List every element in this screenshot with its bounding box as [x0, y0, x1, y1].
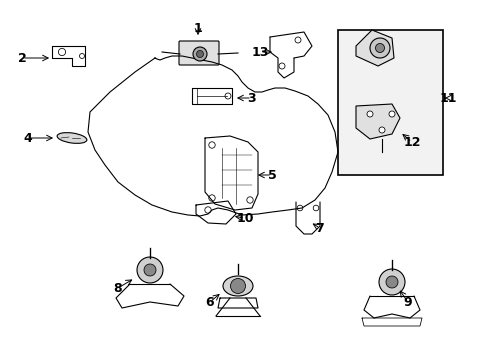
Circle shape	[378, 269, 404, 295]
Text: 3: 3	[247, 91, 256, 104]
Circle shape	[204, 207, 211, 213]
Text: 9: 9	[403, 296, 411, 309]
Bar	[337, 30, 442, 175]
Circle shape	[388, 111, 394, 117]
Text: 5: 5	[267, 168, 276, 181]
Text: 11: 11	[438, 91, 456, 104]
FancyBboxPatch shape	[179, 41, 219, 65]
Text: 4: 4	[23, 131, 32, 144]
Circle shape	[58, 48, 65, 55]
Ellipse shape	[57, 132, 87, 143]
Circle shape	[143, 264, 156, 276]
Text: 1: 1	[193, 22, 202, 35]
Polygon shape	[355, 30, 393, 66]
Text: 2: 2	[18, 51, 26, 64]
Circle shape	[375, 44, 384, 53]
Circle shape	[246, 197, 253, 203]
Circle shape	[137, 257, 163, 283]
Circle shape	[369, 38, 389, 58]
Circle shape	[224, 93, 230, 99]
Ellipse shape	[223, 276, 252, 296]
Circle shape	[312, 205, 318, 211]
Circle shape	[279, 63, 285, 69]
Circle shape	[385, 276, 397, 288]
Circle shape	[196, 50, 203, 58]
Circle shape	[80, 54, 84, 59]
Text: 7: 7	[315, 221, 324, 234]
Circle shape	[230, 279, 245, 293]
Text: 6: 6	[205, 296, 214, 309]
Circle shape	[297, 205, 302, 211]
Circle shape	[366, 111, 372, 117]
Text: 13: 13	[251, 45, 268, 59]
Circle shape	[208, 142, 215, 148]
Circle shape	[208, 195, 215, 201]
Text: 12: 12	[403, 135, 420, 149]
Circle shape	[378, 127, 384, 133]
Circle shape	[294, 37, 301, 43]
Text: 8: 8	[113, 282, 122, 294]
Polygon shape	[355, 104, 399, 139]
Text: 10: 10	[236, 212, 253, 225]
Circle shape	[193, 47, 206, 61]
